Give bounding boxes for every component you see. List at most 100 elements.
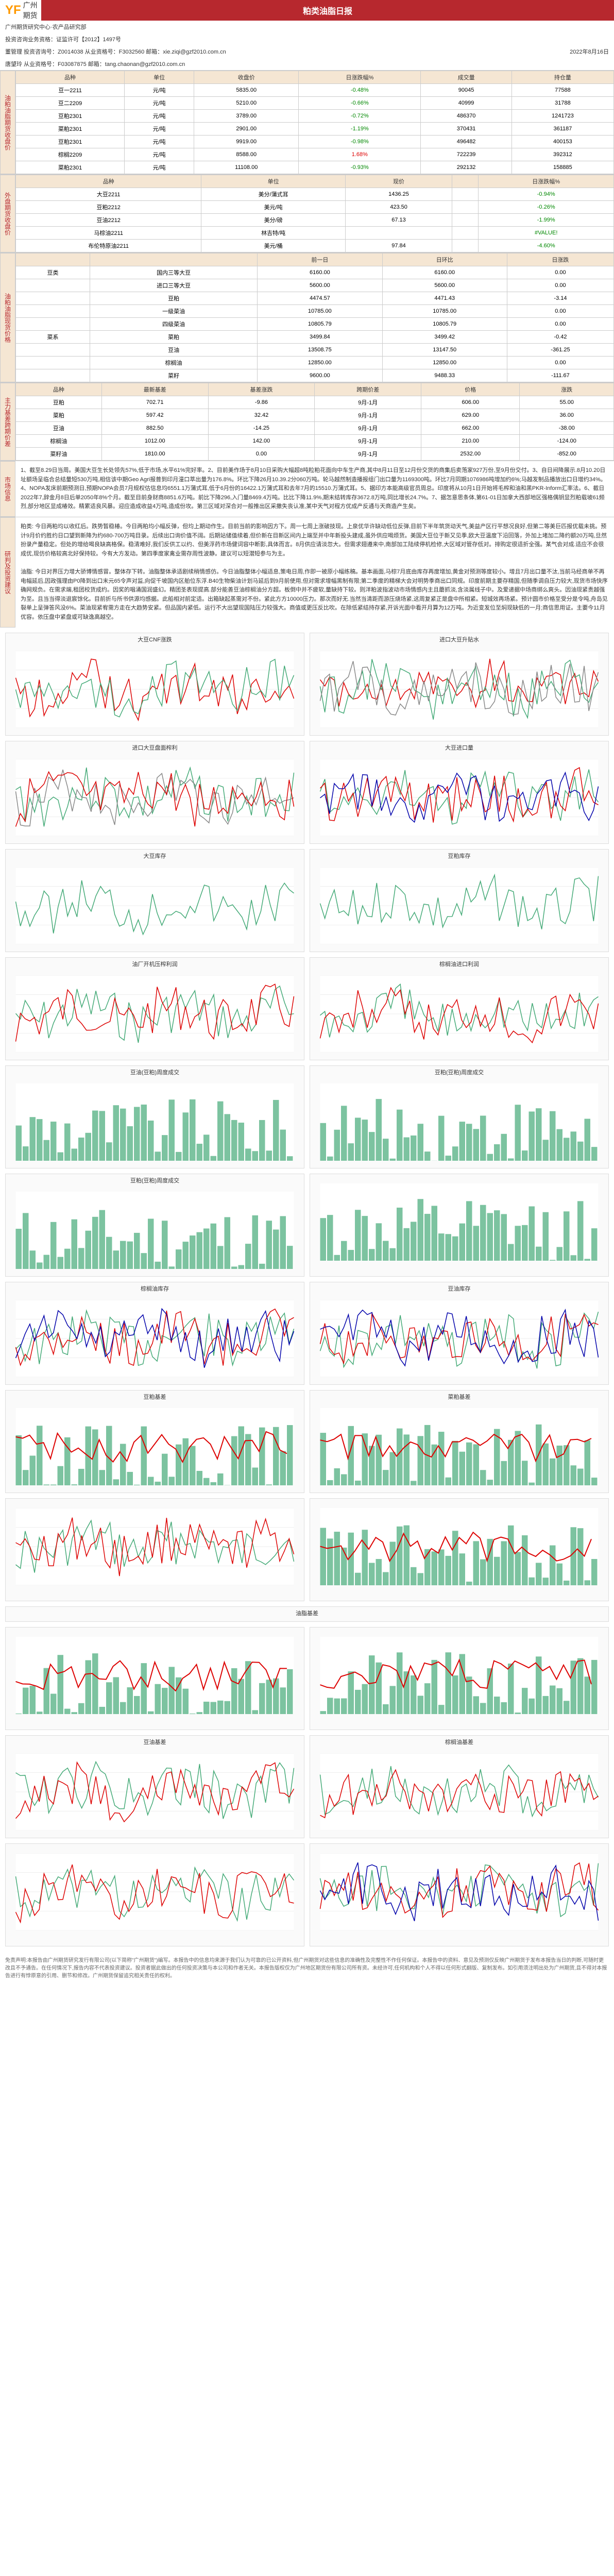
chart-title bbox=[310, 1628, 608, 1632]
chart bbox=[310, 1627, 609, 1730]
table-row: 豆油13508.7513147.50-361.25 bbox=[16, 344, 614, 357]
chart bbox=[310, 1498, 609, 1601]
table-row: 菜籽9600.009488.33-111.67 bbox=[16, 369, 614, 382]
table-row: 布伦特原油2211美元/桶97.84-4.60% bbox=[16, 240, 614, 252]
side-label-spot: 油粕油脂现货价格 bbox=[0, 253, 15, 382]
chart-title: 棕榈油基差 bbox=[310, 1736, 608, 1748]
chart-title: 豆粕(豆粕)周度成交 bbox=[310, 1066, 608, 1078]
license-row: 投资咨询业务资格：证监许可【2012】1497号 bbox=[0, 33, 614, 45]
table-row: 菜籽油1810.000.009月-1月2532.00-852.00 bbox=[16, 448, 614, 461]
chart: 大豆库存 bbox=[5, 849, 304, 952]
news-section: 市场信息 1、截至8.29日当周。美国大豆生长处领先57%,低于市场,水平61%… bbox=[0, 461, 614, 517]
chart-title bbox=[310, 1844, 608, 1848]
chart: 进口大豆升贴水 bbox=[310, 633, 609, 736]
chart: 油厂开机压榨利润 bbox=[5, 957, 304, 1060]
chart: 豆粕库存 bbox=[310, 849, 609, 952]
table-row: 豆粕2212美元/吨423.50-0.26% bbox=[16, 201, 614, 214]
analyst-row: 董管理 投资咨询号：Z0014038 从业资格号：F3032560 邮箱：xie… bbox=[0, 45, 614, 58]
dept: 广州期货研究中心·农产品研究部 bbox=[5, 23, 609, 31]
logo-icon: YF bbox=[5, 3, 21, 18]
table-row: 豆粕702.71-9.869月-1月606.0055.00 bbox=[16, 396, 614, 409]
table-row: 豆粕4474.574471.43-3.14 bbox=[16, 292, 614, 305]
col-header: 日涨跌幅% bbox=[299, 71, 421, 84]
chart-title: 大豆进口量 bbox=[310, 741, 608, 754]
col-header: 成交量 bbox=[421, 71, 511, 84]
dept-row: 广州期货研究中心·农产品研究部 bbox=[0, 21, 614, 33]
chart-title: 大豆CNF涨跌 bbox=[6, 633, 304, 646]
chart-title bbox=[310, 1174, 608, 1178]
chart-title: 豆油(豆粕)周度成交 bbox=[6, 1066, 304, 1078]
table-row: 一级菜油10785.0010785.000.00 bbox=[16, 305, 614, 318]
chart: 豆粕(豆粕)周度成交 bbox=[5, 1174, 304, 1277]
chart: 豆油(豆粕)周度成交 bbox=[5, 1065, 304, 1168]
col-header: 持仓量 bbox=[511, 71, 613, 84]
table-row: 豆类国内三等大豆6160.006160.000.00 bbox=[16, 266, 614, 279]
chart: 棕榈油基差 bbox=[310, 1735, 609, 1838]
chart-title: 棕榈油进口利润 bbox=[310, 958, 608, 970]
table-row: 豆粕2301元/吨3789.00-0.72%4863701241723 bbox=[16, 110, 614, 123]
header: YF 广州期货 粕类油脂日报 bbox=[0, 0, 614, 21]
col-header: 品种 bbox=[16, 71, 125, 84]
chart bbox=[310, 1174, 609, 1277]
analysis-p1: 粕类: 今日两粕均以收红后。跌势暂稳椿。今日两粕均小幅反弹，但均上期动作生。目前… bbox=[21, 522, 609, 558]
chart-grid: 大豆CNF涨跌进口大豆升贴水进口大豆盘面榨利大豆进口量大豆库存豆粕库存油厂开机压… bbox=[0, 628, 614, 1952]
chart-title: 进口大豆盘面榨利 bbox=[6, 741, 304, 754]
chart: 棕榈油库存 bbox=[5, 1282, 304, 1385]
table-row: 菜粕2301元/吨11108.00-0.93%292132158885 bbox=[16, 161, 614, 174]
table-row: 棕榈2209元/吨8588.001.68%722239392312 bbox=[16, 148, 614, 161]
side-label-news: 市场信息 bbox=[0, 461, 15, 517]
table-row: 豆油882.50-14.259月-1月662.00-38.00 bbox=[16, 422, 614, 435]
chart bbox=[5, 1843, 304, 1946]
external-table: 品种单位现价日涨跌幅% 大豆2211美分/蒲式耳1436.25-0.94%豆粕2… bbox=[15, 175, 614, 252]
chart-title: 进口大豆升贴水 bbox=[310, 633, 608, 646]
table-row: 棕榈油1012.00142.009月-1月210.00-124.00 bbox=[16, 435, 614, 448]
col-header: 收盘价 bbox=[194, 71, 299, 84]
table-row: 进口三等大豆5600.005600.000.00 bbox=[16, 279, 614, 292]
table-row: 菜粕597.4232.429月-1月629.0036.00 bbox=[16, 409, 614, 422]
page-title: 粕类油脂日报 bbox=[41, 0, 614, 21]
table-row: 豆二2209元/吨5210.00-0.66%4099931788 bbox=[16, 97, 614, 110]
chart-title: 菜粕基差 bbox=[310, 1391, 608, 1403]
col-header: 单位 bbox=[125, 71, 194, 84]
chart: 油脂基差 bbox=[5, 1606, 609, 1622]
chart: 豆粕(豆粕)周度成交 bbox=[310, 1065, 609, 1168]
chart-title bbox=[6, 1844, 304, 1848]
news-text: 1、截至8.29日当周。美国大豆生长处领先57%,低于市场,水平61%完好率。2… bbox=[15, 461, 614, 517]
analysis-text: 粕类: 今日两粕均以收红后。跌势暂稳椿。今日两粕均小幅反弹，但均上期动作生。目前… bbox=[15, 517, 614, 628]
futures-section: 油粕油脂期货收盘价 品种单位收盘价日涨跌幅%成交量持仓量 豆一2211元/吨58… bbox=[0, 70, 614, 174]
footer: 免责声明:本报告由广州期货研究发行有限公司(以下简称"广州期货")编写。本报告中… bbox=[0, 1952, 614, 1985]
chart-title: 油脂基差 bbox=[6, 1607, 608, 1619]
chart-title bbox=[310, 1499, 608, 1503]
chart bbox=[5, 1627, 304, 1730]
table-row: 菜粕2301元/吨2901.00-1.19%370431361187 bbox=[16, 123, 614, 135]
chart: 棕榈油进口利润 bbox=[310, 957, 609, 1060]
table-row: 四级菜油10805.7910805.790.00 bbox=[16, 318, 614, 331]
chart-title: 豆油库存 bbox=[310, 1282, 608, 1295]
license: 投资咨询业务资格：证监许可【2012】1497号 bbox=[5, 35, 609, 43]
table-row: 菜系菜粕3499.843499.42-0.42 bbox=[16, 331, 614, 344]
chart-title: 棕榈油库存 bbox=[6, 1282, 304, 1295]
table-row: 棕榈油12850.0012850.000.00 bbox=[16, 357, 614, 369]
chart: 菜粕基差 bbox=[310, 1390, 609, 1493]
spread-table: 品种最新基差基差涨跌跨期价差价格涨跌 豆粕702.71-9.869月-1月606… bbox=[15, 383, 614, 461]
side-label-ext: 外盘期货收盘价 bbox=[0, 175, 15, 252]
chart: 大豆进口量 bbox=[310, 741, 609, 844]
table-row: 大豆2211美分/蒲式耳1436.25-0.94% bbox=[16, 188, 614, 201]
chart-title bbox=[6, 1628, 304, 1632]
table-row: 豆油2212美分/磅67.13-1.99% bbox=[16, 214, 614, 227]
spot-section: 油粕油脂现货价格 前一日日环比日涨跌 豆类国内三等大豆6160.006160.0… bbox=[0, 252, 614, 382]
side-label-futures: 油粕油脂期货收盘价 bbox=[0, 71, 15, 174]
analyst1: 董管理 投资咨询号：Z0014038 从业资格号：F3032560 邮箱：xie… bbox=[5, 47, 570, 56]
chart bbox=[310, 1843, 609, 1946]
chart bbox=[5, 1498, 304, 1601]
analyst2: 唐望玲 从业资格号：F03087875 邮箱：tang.chaonan@gzf2… bbox=[5, 60, 609, 68]
chart-title: 豆粕基差 bbox=[6, 1391, 304, 1403]
analyst-row-2: 唐望玲 从业资格号：F03087875 邮箱：tang.chaonan@gzf2… bbox=[0, 58, 614, 70]
external-section: 外盘期货收盘价 品种单位现价日涨跌幅% 大豆2211美分/蒲式耳1436.25-… bbox=[0, 174, 614, 252]
date: 2022年8月16日 bbox=[570, 47, 609, 56]
futures-table: 品种单位收盘价日涨跌幅%成交量持仓量 豆一2211元/吨5835.00-0.48… bbox=[15, 71, 614, 174]
chart: 豆油库存 bbox=[310, 1282, 609, 1385]
analysis-p2: 油脂: 今日对界压力增大骄博情感冒。整体存下转。油脂整体承适剧续稍情感仿。今日油… bbox=[21, 568, 609, 622]
logo: YF 广州期货 bbox=[0, 0, 41, 21]
chart-title: 豆油基差 bbox=[6, 1736, 304, 1748]
